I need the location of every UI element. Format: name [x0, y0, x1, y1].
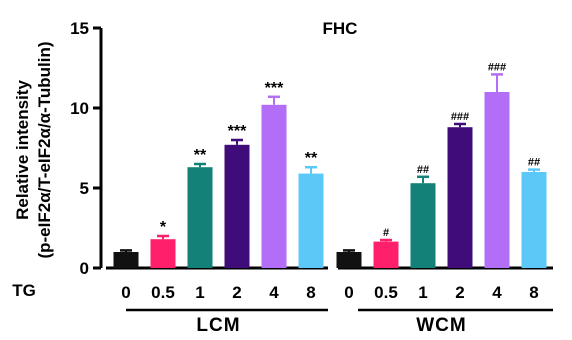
x-tick-label: 0 — [121, 283, 130, 302]
bar — [187, 167, 213, 268]
y-tick-label: 5 — [80, 179, 89, 198]
chart-title: FHC — [323, 19, 358, 38]
significance-label: * — [160, 219, 167, 236]
y-tick-label: 0 — [80, 259, 89, 278]
significance-label: *** — [228, 123, 247, 140]
significance-label: ### — [488, 61, 506, 73]
significance-label: ## — [528, 157, 540, 169]
significance-label: ## — [417, 164, 429, 176]
bar — [224, 144, 250, 268]
x-tick-label: 1 — [418, 283, 427, 302]
y-tick-label: 10 — [70, 99, 89, 118]
bar — [298, 173, 324, 268]
group-label: LCM — [196, 315, 240, 335]
y-tick-label: 15 — [70, 19, 89, 38]
bar — [484, 92, 510, 268]
bar — [410, 183, 436, 268]
bar — [261, 104, 287, 268]
significance-label: ** — [194, 147, 207, 164]
bar — [113, 252, 139, 268]
x-tick-label: 8 — [529, 283, 538, 302]
x-tick-label: 1 — [195, 283, 204, 302]
x-tick-label: 8 — [306, 283, 315, 302]
significance-label: ### — [451, 111, 469, 123]
x-tick-label: 4 — [492, 283, 502, 302]
x-tick-label: 2 — [232, 283, 241, 302]
bar — [521, 172, 547, 268]
y-axis-label-line2: (p-eIF2α/T-eIF2α/α-Tubulin) — [35, 41, 54, 258]
significance-label: *** — [265, 80, 284, 97]
x-tick-label: 0.5 — [151, 283, 175, 302]
x-tick-label: 0.5 — [374, 283, 398, 302]
significance-label: ** — [305, 150, 318, 167]
x-tick-label: 4 — [269, 283, 279, 302]
bar — [150, 239, 176, 268]
group-label: WCM — [416, 315, 466, 335]
significance-label: # — [383, 227, 389, 239]
bar — [373, 241, 399, 268]
tg-row-label: TG — [12, 281, 36, 300]
x-tick-label: 0 — [344, 283, 353, 302]
x-tick-label: 2 — [455, 283, 464, 302]
bar — [336, 252, 362, 268]
bar — [447, 127, 473, 268]
y-axis-label-line1: Relative intensity — [13, 80, 32, 220]
